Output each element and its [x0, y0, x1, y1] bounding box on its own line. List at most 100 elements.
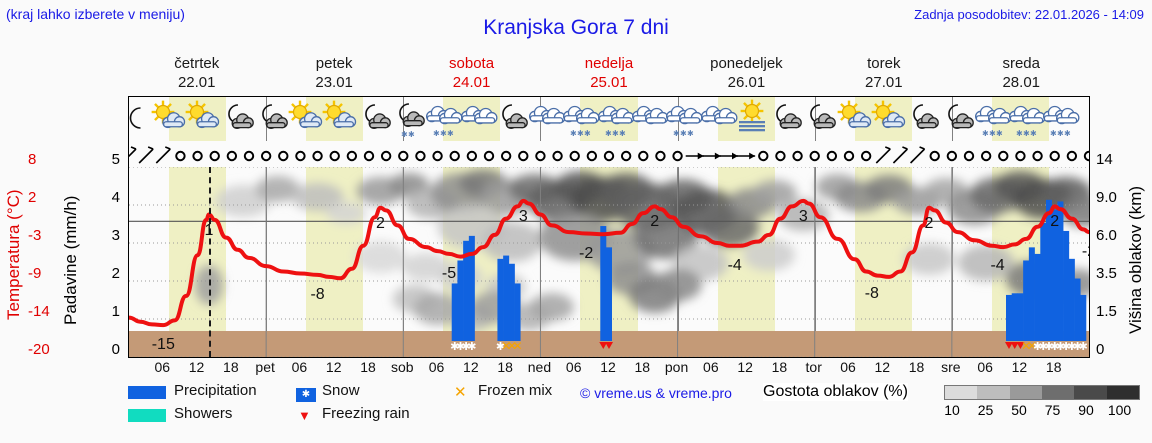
precipitation-bar: [1006, 294, 1012, 341]
hour-tick-label: 18: [223, 359, 239, 375]
snow-icon: ✱: [1044, 341, 1053, 353]
location-menu-note: (kraj lahko izberete v meniju): [6, 6, 185, 22]
snow-icon: ✱: [1079, 341, 1088, 353]
moon-cloud-icon: [227, 104, 254, 129]
cloud-density-scale: [944, 385, 1140, 400]
day-name: četrtek: [174, 55, 220, 72]
wind-barb-strip: [129, 141, 1089, 167]
moon-cloud-icon: [262, 104, 288, 129]
density-swatch: [1009, 386, 1042, 399]
freezing-rain-icon: [1016, 342, 1025, 349]
temperature-value-label: 1: [204, 221, 214, 239]
legend-label-snow: Snow: [322, 382, 360, 399]
axis-tick: 2: [111, 265, 120, 282]
freezing-rain-icon: [599, 342, 608, 349]
density-swatch: [977, 386, 1010, 399]
cloud-overcast-icon: [700, 105, 738, 125]
snow-icon: ✱: [456, 341, 465, 353]
frozen-mix-icon: ✕: [501, 339, 511, 353]
day-header-row: četrtek 22.01 petek 23.01 sobota 24.01 nedelja…: [128, 54, 1090, 94]
snow-icon: ✱: [1050, 341, 1059, 353]
temperature-value-label: -4: [727, 256, 742, 274]
svg-text:✱: ✱: [687, 129, 694, 138]
precipitation-bar: [497, 258, 504, 341]
moon-cloud-icon: [947, 104, 974, 129]
axis-tick: -3: [28, 227, 42, 244]
freezing-rain-icon: [1005, 342, 1013, 349]
day-name: nedelja: [584, 55, 634, 72]
day-name: sobota: [449, 55, 495, 72]
frozen-mix-icon: ✕: [513, 339, 523, 353]
day-header-1: četrtek 22.01: [128, 54, 265, 94]
density-tick-label: 75: [1044, 402, 1061, 418]
hour-tick-label: 06: [703, 359, 719, 375]
density-swatch: [1106, 386, 1139, 399]
sun-cloud-icon: [323, 100, 357, 129]
meteogram-plot[interactable]: ✱ ✱ ✱ ✱ ✱ ✱ ✱ ✱ ✱ ✱ ✱ ✱ ✱ ✱ ✱ ✱ ✱ ✱ ✱ ✱ ✱ ✱ ✱ ✱ ✱ ✱ ✱ ✱ ✕ ✕ ✕ ✕ ✕ ✱ ✱ ✱ ✱ ✱ ✱…: [128, 96, 1090, 358]
svg-text:✱: ✱: [408, 130, 415, 139]
temperature-value-label: 2: [650, 213, 660, 231]
precipitation-bar: [463, 240, 470, 341]
precipitation-axis-ticks: 5 4 3 2 1 0: [86, 151, 122, 370]
cloud-snow-icon: ✱ ✱ ✱: [563, 105, 600, 138]
precipitation-bar: [1040, 222, 1047, 341]
axis-tick: 5: [111, 151, 120, 168]
weather-icon-strip: ✱ ✱ ✱ ✱ ✱ ✱ ✱ ✱ ✱ ✱ ✱ ✱ ✱ ✱ ✱ ✱ ✱ ✱ ✱ ✱ ✱ ✱ ✱: [129, 97, 1089, 141]
day-header-6: torek 27.01: [815, 54, 952, 94]
axis-tick: -20: [28, 341, 50, 358]
precipitation-bar: [1051, 209, 1058, 341]
hour-tick-label: 12: [188, 359, 205, 375]
svg-text:✱: ✱: [401, 130, 408, 139]
axis-tick: 9.0: [1096, 189, 1117, 206]
precipitation-bar: [1046, 199, 1052, 341]
hour-tick-label: ned: [527, 359, 552, 375]
freezing-rain-icon: [1010, 342, 1019, 349]
snow-icon: ✱: [450, 341, 459, 353]
svg-text:✱: ✱: [612, 129, 619, 138]
moon-clear-icon: [129, 107, 141, 129]
snow-icon: ✱: [467, 341, 476, 353]
moon-cloud-icon: [364, 104, 391, 129]
svg-text:✱: ✱: [1057, 129, 1064, 138]
sun-cloud-icon: [185, 100, 220, 129]
page-title: Kranjska Gora 7 dni: [483, 16, 669, 39]
density-swatch: [1041, 386, 1075, 399]
svg-text:✱: ✱: [584, 129, 591, 138]
svg-text:✱: ✱: [605, 129, 612, 138]
axis-tick: 0: [111, 341, 120, 358]
density-swatch: [945, 386, 978, 399]
day-name: ponedeljek: [710, 55, 783, 72]
axis-tick: 6.0: [1096, 227, 1117, 244]
precipitation-bar: [1080, 294, 1087, 341]
day-separator: [266, 97, 268, 141]
moon-snow-icon: ✱ ✱: [399, 103, 425, 139]
temperature-value-label: 2: [1050, 213, 1060, 231]
day-name: petek: [315, 55, 353, 72]
svg-text:✱: ✱: [680, 129, 687, 138]
precip-type-markers: ✱✱✱✱ ✱✕✕✕ ✕✕✱✱✱✱✱✱✱✱✱: [450, 339, 1088, 353]
day-header-7: sreda 28.01: [953, 54, 1090, 94]
precipitation-bar: [457, 260, 464, 341]
snow-icon: ✱: [1073, 341, 1082, 353]
axis-tick: -14: [28, 303, 50, 320]
temperature-value-label: -5: [441, 264, 457, 282]
precipitation-bar: [1068, 258, 1075, 341]
snow-icon: ✱: [1056, 341, 1065, 353]
density-tick-label: 50: [1011, 402, 1027, 418]
hour-tick-label: 18: [634, 359, 651, 375]
moon-cloud-icon: [810, 104, 837, 129]
day-date: 24.01: [452, 74, 491, 91]
svg-text:✱: ✱: [447, 129, 454, 138]
precipitation-bar: [468, 235, 475, 341]
axis-tick: 8: [28, 151, 37, 168]
svg-text:✱: ✱: [673, 129, 680, 138]
precipitation-bar: [1011, 293, 1018, 341]
day-date: 28.01: [1002, 74, 1041, 91]
hour-tick-label: 06: [428, 359, 445, 375]
day-date: 26.01: [727, 74, 766, 91]
cloud-snow-icon: ✱ ✱ ✱: [666, 105, 703, 138]
copyright-link[interactable]: © vreme.us & vreme.pro: [580, 385, 732, 401]
freezing-rain-icon: [605, 342, 613, 349]
svg-text:✱: ✱: [577, 129, 584, 138]
density-swatch: [1074, 386, 1107, 399]
